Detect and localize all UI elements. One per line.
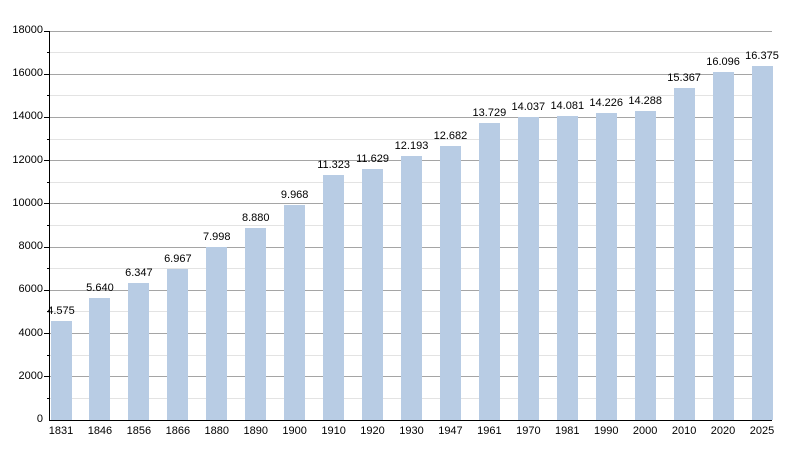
bar-1990 (595, 112, 617, 420)
bar-1846 (89, 298, 111, 420)
y-axis-tick (44, 246, 50, 248)
x-axis-tick-label: 1910 (321, 425, 346, 437)
x-axis-tick-label: 1990 (593, 425, 619, 437)
y-axis-tick (44, 333, 50, 335)
gridline-major (50, 116, 772, 118)
y-axis-tick (44, 160, 50, 162)
y-axis-tick-label: 12000 (12, 153, 43, 166)
bar-value-label: 6.347 (125, 266, 153, 279)
y-axis-tick-label: 18000 (12, 24, 43, 36)
bar-value-label: 14.288 (628, 95, 662, 108)
x-axis-tick-label: 2000 (632, 425, 658, 437)
bar-value-label: 12.682 (433, 129, 468, 142)
y-axis-tick-label: 16000 (12, 67, 43, 80)
bar-1981 (556, 115, 578, 420)
x-axis-tick-label: 1900 (282, 425, 307, 437)
y-axis-tick (44, 116, 50, 118)
x-axis-tick-label: 1846 (87, 425, 113, 437)
x-axis-tick-label: 1961 (477, 425, 502, 437)
y-axis-tick (44, 73, 50, 75)
y-axis-tick-label: 0 (36, 413, 43, 425)
bar-value-label: 9.968 (280, 188, 309, 201)
bar-2020 (712, 72, 734, 420)
x-axis-tick-label: 1920 (360, 425, 385, 437)
bar-value-label: 14.081 (550, 99, 585, 112)
bar-value-label: 12.193 (394, 140, 429, 153)
bar-1961 (478, 123, 500, 420)
bar-value-label: 4.575 (47, 305, 75, 318)
bar-2010 (673, 87, 695, 420)
x-axis-tick-label: 1880 (204, 425, 230, 437)
x-axis-tick-label: 2010 (671, 425, 697, 437)
gridline-minor (50, 95, 772, 97)
y-axis-tick-label: 2000 (18, 369, 43, 382)
x-axis-tick-label: 1970 (516, 425, 541, 437)
bar-1831 (50, 321, 72, 420)
bar-value-label: 14.037 (511, 100, 546, 113)
y-axis-line (48, 31, 50, 420)
y-axis-tick (44, 30, 50, 32)
x-axis-tick-label: 1930 (399, 425, 424, 437)
gridline-minor (50, 52, 772, 54)
bar-1910 (323, 175, 345, 420)
bar-value-label: 5.640 (86, 282, 114, 295)
bar-value-label: 16.375 (745, 50, 779, 63)
bar-1900 (284, 204, 306, 420)
bar-1890 (245, 228, 267, 420)
bar-1856 (128, 282, 150, 420)
x-axis-tick-label: 1866 (165, 425, 191, 437)
bar-1866 (167, 269, 189, 420)
y-axis-tick-label: 14000 (12, 110, 43, 123)
gridline-major (50, 30, 772, 32)
y-axis-tick (44, 376, 50, 378)
x-axis-tick-label: 2020 (710, 425, 736, 437)
x-axis-tick-label: 1831 (48, 425, 74, 437)
y-axis-tick-label: 6000 (18, 283, 43, 296)
bar-value-label: 16.096 (706, 56, 740, 69)
bar-2025 (751, 66, 773, 420)
y-axis-tick-label: 10000 (12, 196, 43, 209)
bar-value-label: 15.367 (667, 71, 701, 84)
x-axis-tick-label: 1981 (555, 425, 580, 437)
bar-value-label: 6.967 (164, 253, 192, 266)
x-axis-line (48, 419, 772, 421)
x-axis-tick-label: 1856 (126, 425, 152, 437)
bar-value-label: 8.880 (241, 212, 270, 225)
y-axis-tick (44, 289, 50, 291)
x-axis-tick-label: 1947 (438, 425, 463, 437)
gridline-minor (50, 138, 772, 140)
bar-value-label: 13.729 (472, 107, 507, 120)
bar-1920 (362, 168, 384, 420)
y-axis-tick-label: 8000 (18, 240, 43, 253)
bar-1947 (439, 145, 461, 420)
x-axis-tick-label: 1890 (243, 425, 268, 437)
y-axis-tick-label: 4000 (18, 326, 43, 339)
y-axis-tick (44, 203, 50, 205)
bar-value-label: 11.323 (317, 159, 351, 172)
bar-2000 (634, 111, 656, 420)
bar-value-label: 14.226 (589, 96, 624, 109)
bar-value-label: 11.629 (356, 152, 389, 165)
bar-1880 (206, 247, 228, 420)
bar-1930 (401, 156, 422, 420)
bar-value-label: 7.998 (203, 231, 231, 244)
gridline-major (50, 73, 772, 75)
bar-1970 (517, 116, 539, 420)
x-axis-tick-label: 2025 (749, 425, 775, 437)
